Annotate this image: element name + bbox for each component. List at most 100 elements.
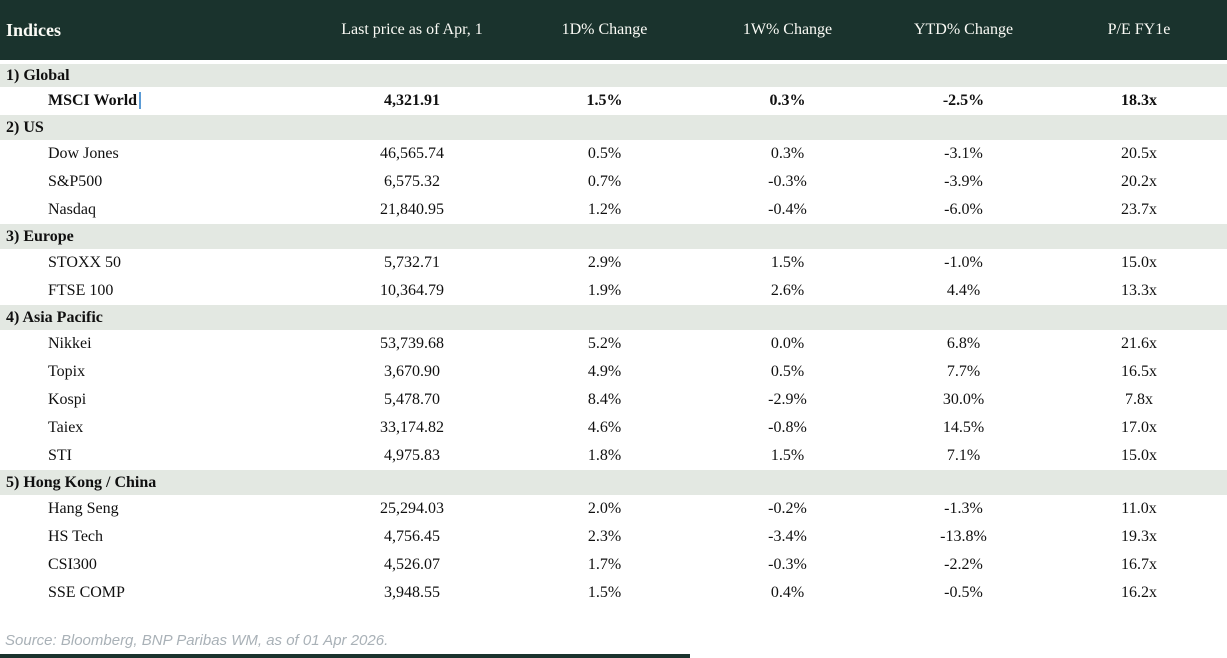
change-ytd-cell: 14.5%: [942, 419, 985, 436]
pe-ratio-cell: 20.2x: [1121, 173, 1157, 190]
index-row: Dow Jones 46,565.74 0.5% 0.3% -3.1% 20.5x: [0, 140, 1227, 168]
pe-ratio-cell: 7.8x: [1125, 391, 1153, 408]
change-ytd-cell: -2.5%: [942, 92, 985, 109]
index-row: Topix 3,670.90 4.9% 0.5% 7.7% 16.5x: [0, 358, 1227, 386]
index-name: HS Tech: [48, 528, 104, 545]
pe-ratio-cell: 17.0x: [1121, 419, 1157, 436]
pe-ratio-cell: 23.7x: [1121, 201, 1157, 218]
index-name: STI: [48, 447, 72, 464]
index-row: CSI300 4,526.07 1.7% -0.3% -2.2% 16.7x: [0, 551, 1227, 579]
last-price-cell: 46,565.74: [380, 145, 444, 162]
column-header-last-price: Last price as of Apr, 1: [314, 0, 510, 64]
index-name-cell: STI: [0, 442, 314, 470]
change-1d-cell: 1.2%: [587, 201, 622, 218]
change-1w-cell: 0.0%: [770, 335, 805, 352]
index-row: MSCI World 4,321.91 1.5% 0.3% -2.5% 18.3x: [0, 87, 1227, 115]
index-row: Taiex 33,174.82 4.6% -0.8% 14.5% 17.0x: [0, 414, 1227, 442]
pe-ratio-cell: 11.0x: [1121, 500, 1157, 517]
change-1w-cell: 1.5%: [770, 254, 805, 271]
section-label: 5) Hong Kong / China: [6, 473, 157, 491]
change-1w-cell: -3.4%: [768, 528, 807, 545]
pe-ratio-cell: 18.3x: [1121, 92, 1157, 109]
change-1w-cell: 0.4%: [770, 584, 805, 601]
pe-ratio-cell: 15.0x: [1121, 254, 1157, 271]
section-row: 2) US: [0, 115, 1227, 140]
pe-ratio-cell: 20.5x: [1121, 145, 1157, 162]
index-row: Kospi 5,478.70 8.4% -2.9% 30.0% 7.8x: [0, 386, 1227, 414]
pe-ratio-cell: 16.2x: [1121, 584, 1157, 601]
change-1w-cell: 1.5%: [770, 447, 805, 464]
index-name-cell: SSE COMP: [0, 579, 314, 607]
last-price-cell: 33,174.82: [380, 419, 444, 436]
last-price-cell: 4,321.91: [384, 92, 440, 109]
last-price-cell: 6,575.32: [384, 173, 440, 190]
change-ytd-cell: -6.0%: [944, 201, 983, 218]
section-row: 5) Hong Kong / China: [0, 470, 1227, 495]
indices-table-body: 1) Global MSCI World 4,321.91 1.5% 0.3% -2.5%…: [0, 62, 1227, 607]
index-name-cell: Nikkei: [0, 330, 314, 358]
column-header-ytd-change: YTD% Change: [876, 0, 1051, 64]
last-price-cell: 4,526.07: [384, 556, 440, 573]
index-name-cell: Nasdaq: [0, 196, 314, 224]
column-header-1w-change: 1W% Change: [699, 0, 876, 64]
index-name-cell: STOXX 50: [0, 249, 314, 277]
table-title: Indices: [0, 0, 314, 64]
pe-ratio-cell: 13.3x: [1121, 282, 1157, 299]
change-1d-cell: 0.7%: [587, 173, 622, 190]
change-1w-cell: -0.2%: [768, 500, 807, 517]
last-price-cell: 4,756.45: [384, 528, 440, 545]
index-name: S&P500: [48, 173, 103, 190]
index-row: STOXX 50 5,732.71 2.9% 1.5% -1.0% 15.0x: [0, 249, 1227, 277]
index-name: SSE COMP: [48, 584, 125, 601]
change-1d-cell: 2.3%: [587, 528, 622, 545]
change-1w-cell: -0.3%: [768, 173, 807, 190]
index-name: Dow Jones: [48, 145, 119, 162]
last-price-cell: 53,739.68: [380, 335, 444, 352]
change-1d-cell: 4.9%: [587, 363, 622, 380]
change-1w-cell: -0.8%: [768, 419, 807, 436]
change-1d-cell: 4.6%: [587, 419, 622, 436]
column-header-1d-change: 1D% Change: [510, 0, 699, 64]
change-ytd-cell: -1.0%: [944, 254, 983, 271]
index-row: STI 4,975.83 1.8% 1.5% 7.1% 15.0x: [0, 442, 1227, 470]
change-1w-cell: -0.4%: [768, 201, 807, 218]
change-ytd-cell: -2.2%: [944, 556, 983, 573]
index-row: FTSE 100 10,364.79 1.9% 2.6% 4.4% 13.3x: [0, 277, 1227, 305]
index-name-cell: Kospi: [0, 386, 314, 414]
index-name: Topix: [48, 363, 86, 380]
column-header-pe: P/E FY1e: [1051, 0, 1227, 64]
index-name: Hang Seng: [48, 500, 119, 517]
index-name: Kospi: [48, 391, 87, 408]
change-ytd-cell: 7.7%: [946, 363, 981, 380]
change-ytd-cell: -3.9%: [944, 173, 983, 190]
source-note: Source: Bloomberg, BNP Paribas WM, as of…: [5, 632, 389, 649]
index-name: Nasdaq: [48, 201, 96, 218]
section-row: 3) Europe: [0, 224, 1227, 249]
index-name-cell[interactable]: MSCI World: [0, 87, 314, 115]
change-ytd-cell: 30.0%: [942, 391, 985, 408]
change-1d-cell: 1.7%: [587, 556, 622, 573]
last-price-cell: 3,948.55: [384, 584, 440, 601]
change-ytd-cell: 4.4%: [946, 282, 981, 299]
index-row: Hang Seng 25,294.03 2.0% -0.2% -1.3% 11.0x: [0, 495, 1227, 523]
index-name: Nikkei: [48, 335, 92, 352]
change-ytd-cell: -3.1%: [944, 145, 983, 162]
change-1d-cell: 1.9%: [587, 282, 622, 299]
pe-ratio-cell: 21.6x: [1121, 335, 1157, 352]
section-label: 2) US: [6, 118, 44, 136]
text-cursor: [139, 92, 142, 109]
change-1d-cell: 5.2%: [587, 335, 622, 352]
index-name-cell: FTSE 100: [0, 277, 314, 305]
section-row: 1) Global: [0, 62, 1227, 87]
change-1d-cell: 0.5%: [587, 145, 622, 162]
index-name-cell: CSI300: [0, 551, 314, 579]
last-price-cell: 3,670.90: [384, 363, 440, 380]
index-name: CSI300: [48, 556, 97, 573]
change-1w-cell: 0.3%: [769, 92, 806, 109]
table-header: Indices Last price as of Apr, 1 1D% Chan…: [0, 0, 1227, 64]
last-price-cell: 25,294.03: [380, 500, 444, 517]
change-1d-cell: 8.4%: [587, 391, 622, 408]
change-ytd-cell: -1.3%: [944, 500, 983, 517]
section-label: 1) Global: [6, 66, 70, 84]
index-row: Nikkei 53,739.68 5.2% 0.0% 6.8% 21.6x: [0, 330, 1227, 358]
